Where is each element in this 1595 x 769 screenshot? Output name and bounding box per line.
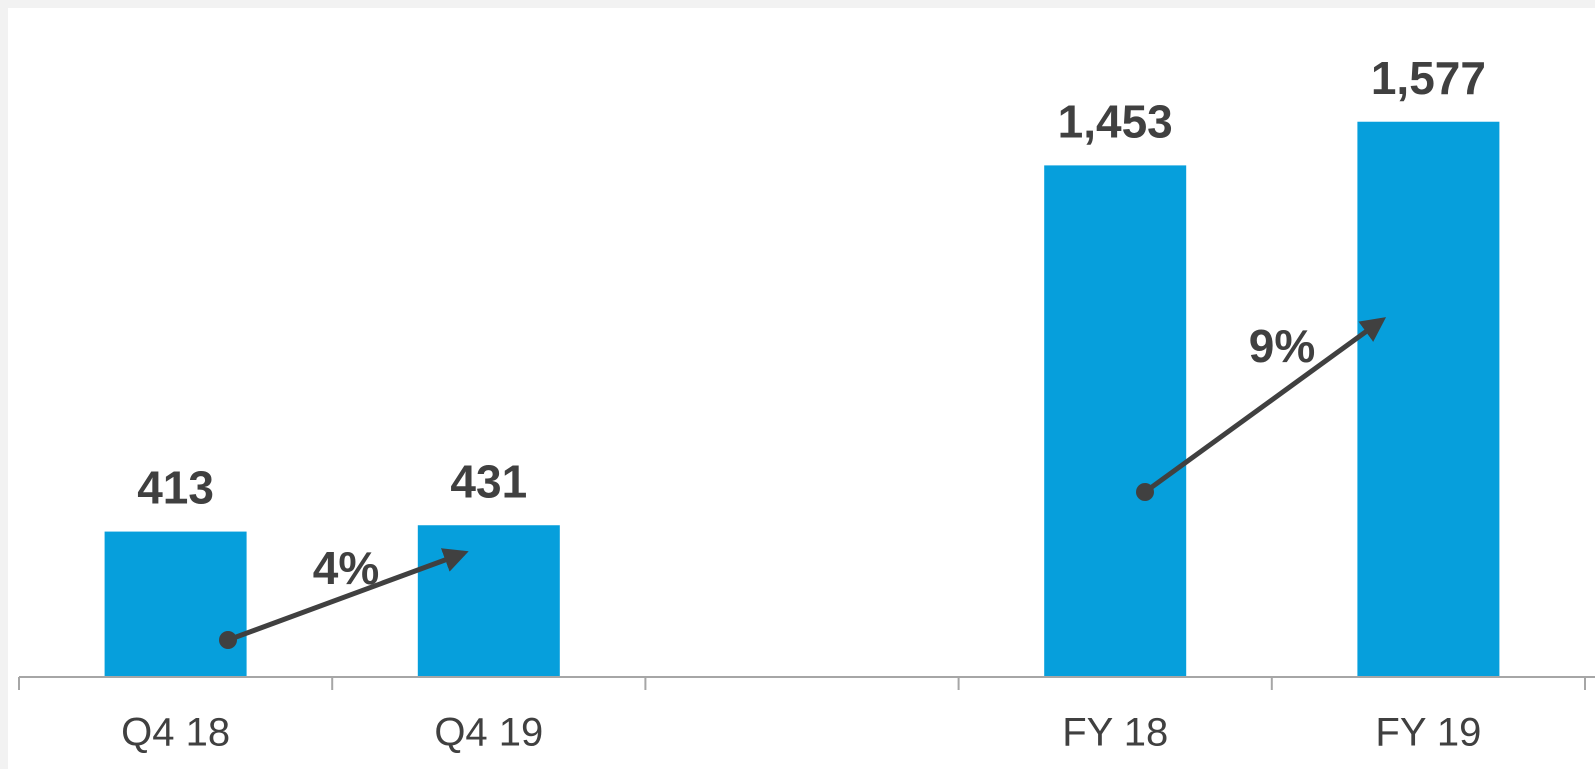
bars [104,121,1500,678]
bar [1357,121,1500,678]
bar [1044,165,1187,677]
growth-arrow [1143,317,1387,495]
x-tick-label: Q4 19 [434,711,543,755]
value-label: 1,577 [1371,52,1486,104]
plot-background [8,8,1595,769]
x-tick-label: FY 18 [1062,711,1168,755]
bar [104,531,247,677]
value-label: 413 [137,462,214,514]
value-label: 1,453 [1058,96,1173,148]
growth-arrow [227,548,469,643]
value-label: 431 [450,455,527,507]
bar [417,525,560,677]
x-tick-label: Q4 18 [121,711,230,755]
arrow-start [1136,483,1154,501]
arrow-start [219,631,237,649]
annotation: 9% [1249,320,1315,372]
x-tick-label: FY 19 [1375,711,1481,755]
annotation: 4% [313,542,379,594]
